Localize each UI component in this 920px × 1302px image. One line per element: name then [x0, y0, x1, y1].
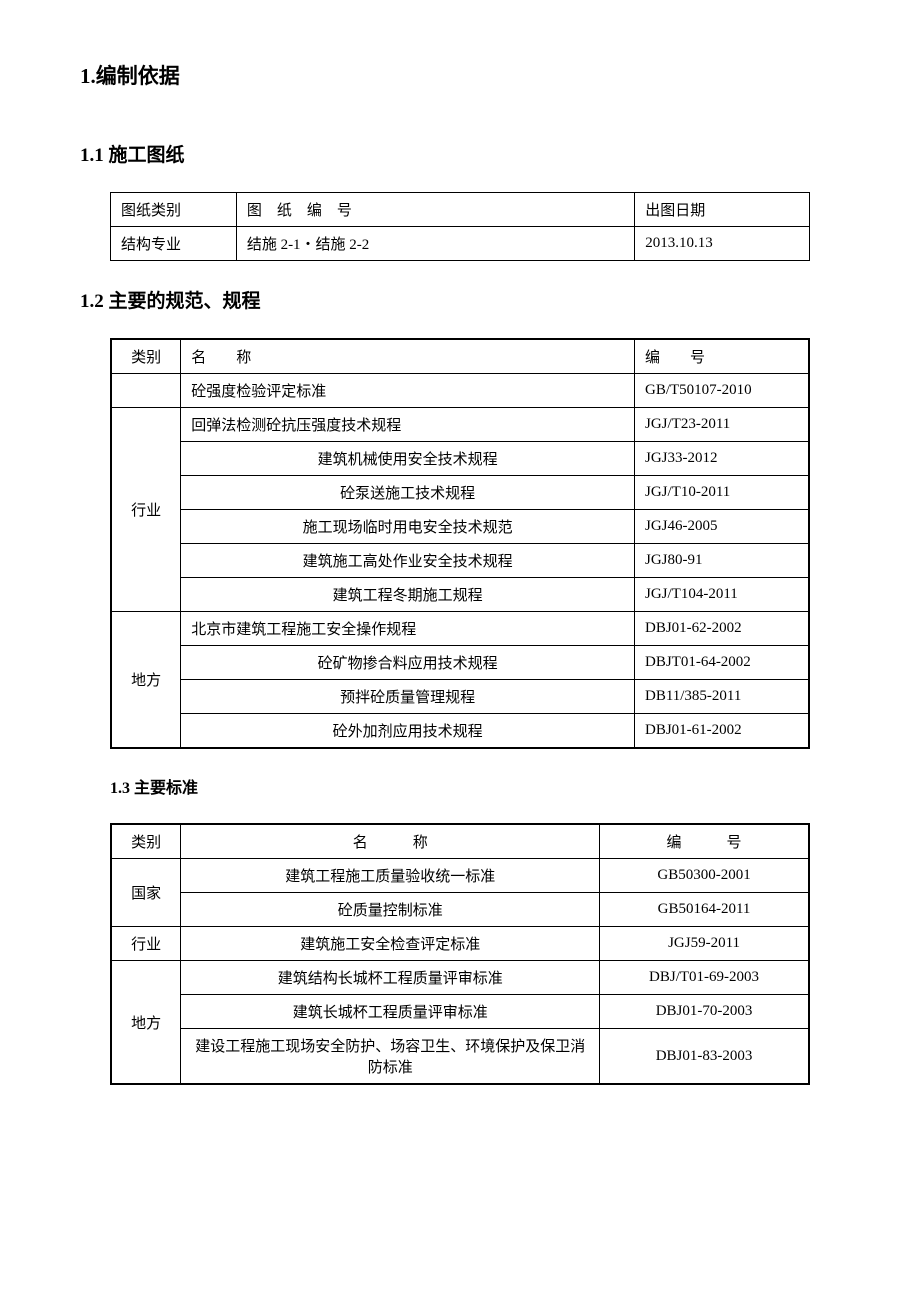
cell: GB/T50107-2010 [634, 374, 809, 408]
table-row: 施工现场临时用电安全技术规范 JGJ46-2005 [111, 510, 809, 544]
cell: JGJ/T10-2011 [634, 476, 809, 510]
heading-construction-drawings: 1.1 施工图纸 [80, 140, 840, 167]
table-row: 建筑机械使用安全技术规程 JGJ33-2012 [111, 442, 809, 476]
cell: GB50164-2011 [600, 893, 809, 927]
header-cell: 图纸类别 [111, 193, 237, 227]
cell: 建设工程施工现场安全防护、场容卫生、环境保护及保卫消防标准 [181, 1029, 600, 1085]
table-row: 地方 建筑结构长城杯工程质量评审标准 DBJ/T01-69-2003 [111, 961, 809, 995]
cell: JGJ80-91 [634, 544, 809, 578]
cell: GB50300-2001 [600, 859, 809, 893]
table-drawings-wrapper: 图纸类别 图 纸 编 号 出图日期 结构专业 结施 2-1・结施 2-2 201… [110, 192, 810, 261]
cell: 砼外加剂应用技术规程 [181, 714, 635, 749]
cell: 砼强度检验评定标准 [181, 374, 635, 408]
cell: 建筑长城杯工程质量评审标准 [181, 995, 600, 1029]
header-cell: 类别 [111, 824, 181, 859]
table-row: 砼矿物掺合料应用技术规程 DBJT01-64-2002 [111, 646, 809, 680]
table-row: 行业 回弹法检测砼抗压强度技术规程 JGJ/T23-2011 [111, 408, 809, 442]
header-cell: 名 称 [181, 824, 600, 859]
table-row: 类别 名 称 编 号 [111, 824, 809, 859]
cell: 建筑机械使用安全技术规程 [181, 442, 635, 476]
cell-category: 国家 [111, 859, 181, 927]
table-row: 结构专业 结施 2-1・结施 2-2 2013.10.13 [111, 227, 810, 261]
heading-main-specs: 1.2 主要的规范、规程 [80, 286, 840, 313]
table-row: 砼强度检验评定标准 GB/T50107-2010 [111, 374, 809, 408]
cell: DBJT01-64-2002 [634, 646, 809, 680]
cell: JGJ/T23-2011 [634, 408, 809, 442]
table-row: 预拌砼质量管理规程 DB11/385-2011 [111, 680, 809, 714]
cell: 结构专业 [111, 227, 237, 261]
cell: DBJ01-83-2003 [600, 1029, 809, 1085]
cell: 北京市建筑工程施工安全操作规程 [181, 612, 635, 646]
cell-category: 地方 [111, 612, 181, 749]
cell: 施工现场临时用电安全技术规范 [181, 510, 635, 544]
cell-category: 行业 [111, 408, 181, 612]
cell: DB11/385-2011 [634, 680, 809, 714]
table-standards-wrapper: 类别 名 称 编 号 国家 建筑工程施工质量验收统一标准 GB50300-200… [110, 823, 810, 1085]
cell-category: 行业 [111, 927, 181, 961]
cell: 建筑结构长城杯工程质量评审标准 [181, 961, 600, 995]
heading-main-standards: 1.3 主要标准 [110, 774, 840, 798]
table-row: 建筑工程冬期施工规程 JGJ/T104-2011 [111, 578, 809, 612]
cell: 建筑施工安全检查评定标准 [181, 927, 600, 961]
table-row: 砼泵送施工技术规程 JGJ/T10-2011 [111, 476, 809, 510]
cell: JGJ/T104-2011 [634, 578, 809, 612]
table-row: 砼质量控制标准 GB50164-2011 [111, 893, 809, 927]
cell: JGJ59-2011 [600, 927, 809, 961]
cell: DBJ01-62-2002 [634, 612, 809, 646]
header-cell: 图 纸 编 号 [236, 193, 634, 227]
table-row: 行业 建筑施工安全检查评定标准 JGJ59-2011 [111, 927, 809, 961]
cell: 建筑施工高处作业安全技术规程 [181, 544, 635, 578]
table-row: 建筑施工高处作业安全技术规程 JGJ80-91 [111, 544, 809, 578]
table-specs-wrapper: 类别 名 称 编 号 砼强度检验评定标准 GB/T50107-2010 行业 回… [110, 338, 810, 749]
cell: DBJ01-70-2003 [600, 995, 809, 1029]
header-cell: 编 号 [634, 339, 809, 374]
cell: JGJ46-2005 [634, 510, 809, 544]
cell: 回弹法检测砼抗压强度技术规程 [181, 408, 635, 442]
cell: 砼矿物掺合料应用技术规程 [181, 646, 635, 680]
cell: 建筑工程冬期施工规程 [181, 578, 635, 612]
table-row: 类别 名 称 编 号 [111, 339, 809, 374]
table-row: 砼外加剂应用技术规程 DBJ01-61-2002 [111, 714, 809, 749]
header-cell: 编 号 [600, 824, 809, 859]
table-row: 国家 建筑工程施工质量验收统一标准 GB50300-2001 [111, 859, 809, 893]
table-drawings: 图纸类别 图 纸 编 号 出图日期 结构专业 结施 2-1・结施 2-2 201… [110, 192, 810, 261]
cell: 结施 2-1・结施 2-2 [236, 227, 634, 261]
table-row: 图纸类别 图 纸 编 号 出图日期 [111, 193, 810, 227]
table-row: 地方 北京市建筑工程施工安全操作规程 DBJ01-62-2002 [111, 612, 809, 646]
cell: DBJ/T01-69-2003 [600, 961, 809, 995]
table-specs: 类别 名 称 编 号 砼强度检验评定标准 GB/T50107-2010 行业 回… [110, 338, 810, 749]
table-standards: 类别 名 称 编 号 国家 建筑工程施工质量验收统一标准 GB50300-200… [110, 823, 810, 1085]
cell: 2013.10.13 [635, 227, 810, 261]
cell: 砼泵送施工技术规程 [181, 476, 635, 510]
cell-category: 地方 [111, 961, 181, 1085]
cell: DBJ01-61-2002 [634, 714, 809, 749]
cell: JGJ33-2012 [634, 442, 809, 476]
cell: 预拌砼质量管理规程 [181, 680, 635, 714]
cell-category [111, 374, 181, 408]
header-cell: 类别 [111, 339, 181, 374]
heading-compilation-basis: 1.编制依据 [80, 60, 840, 90]
table-row: 建设工程施工现场安全防护、场容卫生、环境保护及保卫消防标准 DBJ01-83-2… [111, 1029, 809, 1085]
cell: 建筑工程施工质量验收统一标准 [181, 859, 600, 893]
cell: 砼质量控制标准 [181, 893, 600, 927]
header-cell: 出图日期 [635, 193, 810, 227]
header-cell: 名 称 [181, 339, 635, 374]
table-row: 建筑长城杯工程质量评审标准 DBJ01-70-2003 [111, 995, 809, 1029]
